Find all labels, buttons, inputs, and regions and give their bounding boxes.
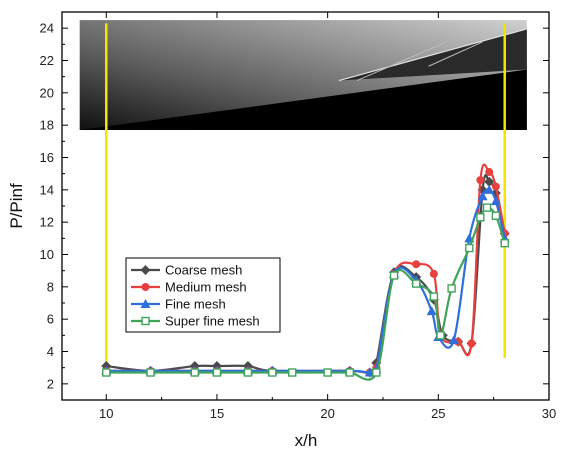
y-tick-label: 16 (40, 150, 54, 165)
y-tick-label: 24 (40, 21, 54, 36)
inset-shock-line (338, 28, 528, 82)
x-tick-label: 15 (210, 406, 224, 421)
legend-entry-medium-mesh: Medium mesh (131, 280, 247, 295)
data-point-super-fine-mesh-4 (212, 368, 222, 377)
inset-reflected-shock-2 (428, 41, 483, 67)
x-tick-label: 25 (431, 406, 445, 421)
y-tick-label: 10 (40, 247, 54, 262)
inset-reflected-shock (356, 41, 447, 82)
data-point-coarse-mesh-17 (484, 176, 495, 187)
series-super-fine-mesh (102, 203, 509, 381)
flow-field-inset-image (79, 20, 528, 131)
legend-label: Medium mesh (165, 280, 247, 295)
legend-swatch-marker (141, 316, 150, 326)
legend-entry-coarse-mesh: Coarse mesh (131, 263, 242, 278)
data-point-medium-mesh-18 (491, 182, 500, 191)
y-tick-label: 14 (40, 182, 54, 197)
legend-swatch-marker (140, 265, 151, 275)
y-tick-label: 22 (40, 53, 54, 68)
data-point-super-fine-mesh-9 (345, 368, 354, 377)
y-tick-label: 20 (40, 85, 54, 100)
data-point-super-fine-mesh-16 (465, 243, 474, 253)
y-axis-title: P/Pinf (7, 183, 26, 229)
legend-label: Coarse mesh (165, 263, 242, 278)
legend: Coarse mesh Medium mesh Fine mesh Super fin… (125, 257, 281, 333)
data-point-medium-mesh-16 (476, 176, 485, 185)
data-point-super-fine-mesh-8 (323, 368, 332, 377)
y-tick-label: 6 (47, 312, 54, 327)
legend-label: Super fine mesh (165, 314, 260, 329)
data-point-super-fine-mesh-7 (288, 368, 297, 377)
data-point-super-fine-mesh-12 (411, 279, 421, 288)
data-point-fine-mesh-14 (448, 335, 459, 345)
y-tick-label: 8 (47, 279, 54, 294)
data-point-medium-mesh-15 (467, 339, 476, 348)
data-point-super-fine-mesh-13 (429, 292, 439, 301)
data-point-super-fine-mesh-3 (190, 368, 200, 377)
data-point-medium-mesh-12 (429, 269, 438, 278)
data-point-super-fine-mesh-17 (476, 213, 485, 222)
data-point-super-fine-mesh-19 (491, 211, 501, 220)
legend-swatch-marker (141, 283, 150, 291)
data-point-super-fine-mesh-10 (372, 368, 381, 377)
data-point-medium-mesh-11 (412, 260, 421, 269)
data-point-super-fine-mesh-18 (482, 203, 492, 212)
legend-entry-fine-mesh: Fine mesh (131, 297, 226, 312)
x-tick-label: 30 (542, 406, 556, 421)
x-tick-label: 20 (320, 406, 334, 421)
series-layer (101, 163, 510, 381)
data-point-super-fine-mesh-11 (389, 271, 399, 280)
reference-lines (105, 23, 506, 365)
data-point-fine-mesh-17 (484, 184, 495, 194)
data-point-fine-mesh-18 (490, 196, 501, 206)
x-tick-label: 10 (99, 406, 113, 421)
legend-entry-super-fine-mesh: Super fine mesh (131, 314, 260, 329)
data-point-fine-mesh-12 (426, 306, 437, 316)
data-point-fine-mesh-16 (477, 191, 488, 201)
x-axis-title: x/h (295, 431, 318, 450)
inset-wall-shadow (79, 69, 527, 131)
legend-swatch-marker (140, 299, 151, 308)
data-point-super-fine-mesh-5 (243, 368, 253, 377)
y-tick-label: 12 (40, 215, 54, 230)
data-point-medium-mesh-17 (485, 168, 494, 177)
data-point-super-fine-mesh-20 (500, 238, 509, 248)
data-point-super-fine-mesh-1 (102, 368, 111, 377)
data-point-super-fine-mesh-14 (436, 331, 445, 340)
y-tick-label: 18 (40, 118, 54, 133)
data-point-super-fine-mesh-6 (268, 368, 277, 377)
y-tick-label: 2 (47, 376, 54, 391)
legend-label: Fine mesh (165, 297, 226, 312)
y-tick-label: 4 (47, 344, 54, 359)
data-point-super-fine-mesh-15 (447, 284, 456, 293)
data-point-super-fine-mesh-2 (146, 368, 155, 377)
